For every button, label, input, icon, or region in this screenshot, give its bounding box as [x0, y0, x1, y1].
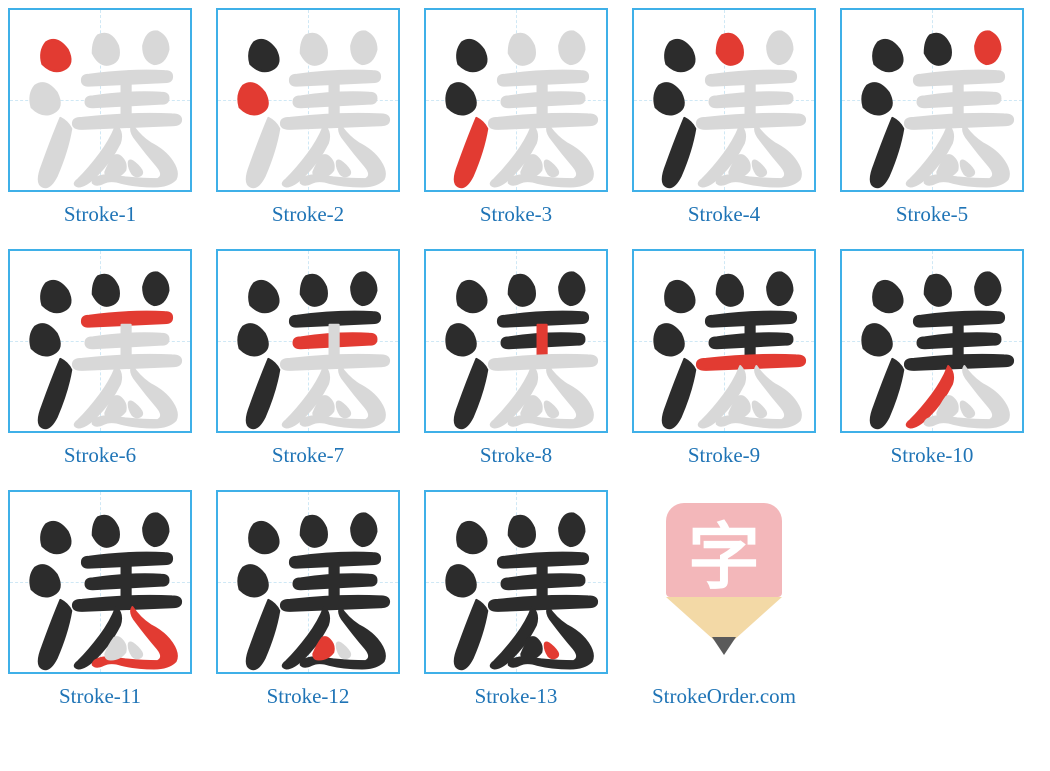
stroke-tile	[216, 249, 400, 433]
stroke-cell: Stroke-11	[8, 490, 192, 709]
stroke-label: Stroke-3	[480, 202, 552, 227]
stroke-label: Stroke-2	[272, 202, 344, 227]
stroke-label: Stroke-12	[267, 684, 350, 709]
stroke-tile	[632, 249, 816, 433]
stroke-label: Stroke-11	[59, 684, 141, 709]
stroke-cell: Stroke-8	[424, 249, 608, 468]
stroke-cell: Stroke-13	[424, 490, 608, 709]
stroke-label: Stroke-6	[64, 443, 136, 468]
stroke-cell: Stroke-3	[424, 8, 608, 227]
stroke-label: Stroke-10	[891, 443, 974, 468]
logo-flag: 字	[666, 503, 782, 597]
stroke-tile	[424, 8, 608, 192]
stroke-cell: Stroke-5	[840, 8, 1024, 227]
stroke-tile	[8, 249, 192, 433]
stroke-label: Stroke-8	[480, 443, 552, 468]
stroke-cell: Stroke-1	[8, 8, 192, 227]
stroke-label: Stroke-1	[64, 202, 136, 227]
stroke-cell: Stroke-9	[632, 249, 816, 468]
site-logo-cell: 字 StrokeOrder.com	[632, 490, 816, 709]
stroke-tile	[216, 490, 400, 674]
stroke-label: Stroke-5	[896, 202, 968, 227]
stroke-tile	[8, 8, 192, 192]
stroke-label: Stroke-4	[688, 202, 760, 227]
site-logo: 字	[632, 490, 816, 674]
pencil-lead-icon	[712, 637, 736, 655]
logo-char: 字	[688, 498, 760, 603]
stroke-tile	[632, 8, 816, 192]
stroke-tile	[840, 249, 1024, 433]
stroke-tile	[424, 490, 608, 674]
stroke-cell: Stroke-12	[216, 490, 400, 709]
stroke-cell: Stroke-2	[216, 8, 400, 227]
stroke-label: Stroke-13	[475, 684, 558, 709]
stroke-order-grid: Stroke-1 Stroke-2 Stroke-3 Stroke-4 Stroke-5…	[8, 8, 1042, 709]
stroke-label: Stroke-7	[272, 443, 344, 468]
stroke-label: Stroke-9	[688, 443, 760, 468]
stroke-tile	[216, 8, 400, 192]
stroke-tile	[424, 249, 608, 433]
stroke-cell: Stroke-4	[632, 8, 816, 227]
stroke-cell: Stroke-7	[216, 249, 400, 468]
stroke-tile	[8, 490, 192, 674]
stroke-tile	[840, 8, 1024, 192]
stroke-cell: Stroke-10	[840, 249, 1024, 468]
stroke-cell: Stroke-6	[8, 249, 192, 468]
site-label: StrokeOrder.com	[652, 684, 796, 709]
